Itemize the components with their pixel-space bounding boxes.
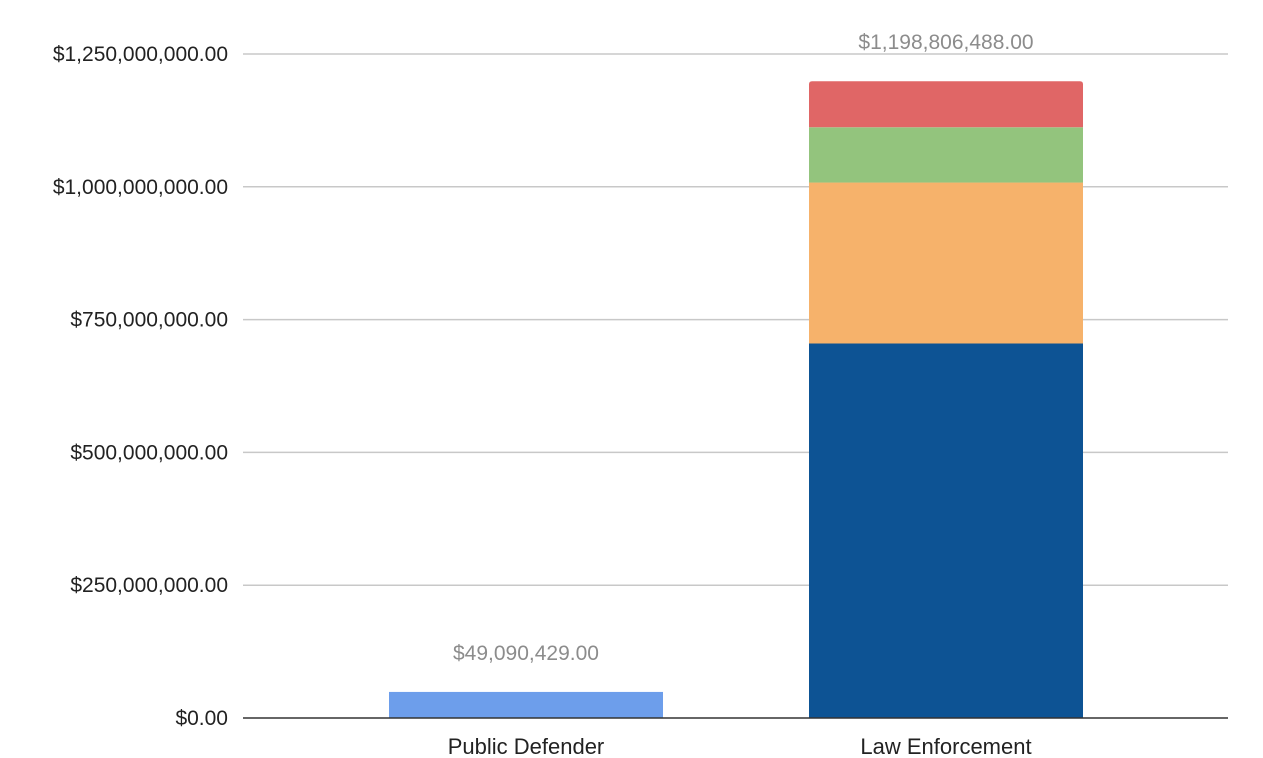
y-tick-label: $1,250,000,000.00 [53, 43, 228, 66]
bar-law-enforcement-segment-3 [809, 127, 1083, 183]
bar-total-labels: $49,090,429.00 $1,198,806,488.00 [453, 31, 1034, 665]
bar-total-label: $1,198,806,488.00 [858, 31, 1033, 54]
x-axis-category-labels: Public Defender Law Enforcement [448, 734, 1032, 758]
bar-law-enforcement-segment-1 [809, 343, 1083, 718]
x-category-label: Law Enforcement [860, 734, 1031, 758]
bar-law-enforcement-segment-4 [809, 81, 1083, 128]
y-tick-label: $1,000,000,000.00 [53, 176, 228, 199]
bars [389, 81, 1083, 718]
y-tick-label: $0.00 [175, 707, 228, 730]
bar-total-label: $49,090,429.00 [453, 642, 599, 665]
y-axis-tick-labels: $0.00 $250,000,000.00 $500,000,000.00 $750,… [53, 43, 228, 730]
y-tick-label: $500,000,000.00 [70, 441, 228, 464]
y-tick-label: $250,000,000.00 [70, 574, 228, 597]
bar-public-defender-segment-1 [389, 691, 663, 718]
x-category-label: Public Defender [448, 734, 605, 758]
y-tick-label: $750,000,000.00 [70, 309, 228, 332]
bar-law-enforcement-segment-2 [809, 182, 1083, 344]
